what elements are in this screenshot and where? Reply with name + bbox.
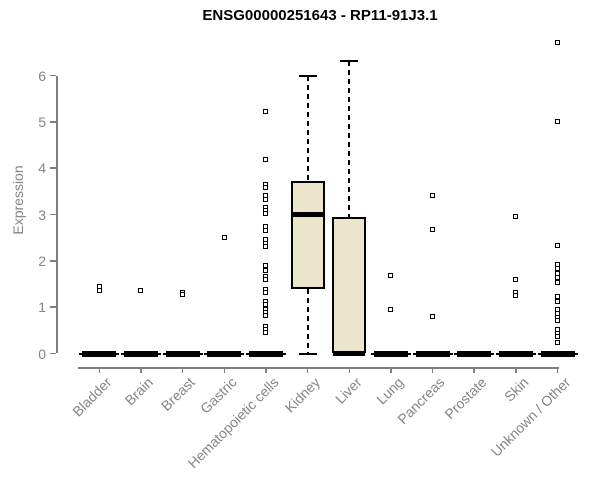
median-line (333, 351, 366, 356)
x-tick-label-kidney: Kidney (281, 374, 323, 416)
y-tick-label: 1 (38, 299, 46, 316)
collapsed-box-skin (498, 350, 533, 357)
outlier-point (96, 283, 102, 289)
y-tick-label: 3 (38, 206, 46, 223)
x-axis-tick (556, 367, 559, 373)
outlier-point (263, 313, 269, 318)
x-axis-tick (265, 367, 267, 373)
y-tick-label: 6 (38, 67, 46, 84)
x-axis-tick (306, 367, 309, 373)
chart-title: ENSG00000251643 - RP11-91J3.1 (202, 7, 438, 24)
outlier-point (138, 288, 144, 294)
outlier-point (388, 273, 394, 279)
x-axis-tick (348, 367, 350, 373)
outlier-point (263, 109, 269, 115)
outlier-point (555, 243, 561, 249)
x-axis-tick (390, 367, 392, 373)
outlier-point (263, 223, 269, 229)
x-tick-label-bladder: Bladder (69, 374, 115, 420)
x-tick-label-liver: Liver (331, 374, 365, 407)
outlier-point (263, 196, 269, 202)
outlier-point (263, 157, 269, 163)
outlier-point (513, 276, 519, 282)
y-axis-tick (50, 260, 56, 262)
y-axis-tick (50, 352, 56, 355)
x-axis-tick (431, 367, 434, 373)
outlier-point (263, 267, 269, 273)
x-axis-tick (223, 367, 226, 373)
y-tick-label: 0 (38, 345, 46, 362)
upper-whisker (306, 75, 309, 182)
outlier-point (555, 40, 561, 46)
x-axis-tick (98, 367, 101, 373)
x-axis-tick (181, 367, 184, 373)
x-tick-label-breast: Breast (158, 374, 198, 414)
outlier-point (388, 306, 394, 312)
outlier-point (96, 288, 102, 294)
x-axis-line (78, 367, 559, 369)
collapsed-box-pancreas (415, 350, 450, 357)
outlier-point (555, 275, 561, 281)
y-axis-tick (50, 167, 56, 169)
x-tick-label-prostate: Prostate (441, 374, 490, 423)
collapsed-box-brain (123, 350, 158, 357)
lower-whisker-cap (298, 352, 317, 355)
outlier-point (555, 266, 561, 272)
outlier-point (263, 228, 269, 234)
collapsed-box-lung (373, 350, 408, 357)
outlier-point (555, 318, 561, 324)
x-axis-tick (473, 367, 475, 373)
outlier-point (263, 277, 269, 283)
outlier-point (513, 293, 519, 299)
outlier-point (513, 214, 519, 220)
y-axis-tick (50, 306, 56, 308)
collapsed-box-breast (165, 350, 200, 357)
outlier-point (221, 235, 227, 241)
y-tick-label: 2 (38, 252, 46, 269)
outlier-point (430, 313, 436, 319)
outlier-point (555, 340, 561, 346)
upper-whisker-cap (298, 74, 317, 77)
x-axis-tick (140, 367, 142, 373)
y-axis-tick (50, 213, 56, 216)
y-axis-line (56, 75, 58, 354)
outlier-point (430, 192, 436, 198)
outlier-point (555, 261, 561, 267)
x-tick-label-unknown-other: Unknown / Other (487, 374, 573, 460)
y-tick-label: 4 (38, 160, 46, 177)
y-axis-tick (50, 74, 56, 77)
upper-whisker-cap (340, 59, 359, 62)
outlier-point (430, 227, 436, 233)
box-liver (332, 216, 367, 354)
outlier-point (555, 279, 561, 285)
outlier-point (263, 330, 269, 336)
y-tick-label: 5 (38, 113, 46, 130)
upper-whisker (348, 60, 351, 217)
collapsed-box-unknown-other (540, 350, 575, 357)
x-tick-label-lung: Lung (372, 374, 407, 408)
box-kidney (290, 181, 325, 289)
y-axis-tick (50, 121, 56, 123)
collapsed-box-prostate (457, 350, 492, 357)
outlier-point (263, 290, 269, 296)
outlier-point (555, 294, 561, 299)
outlier-point (555, 334, 561, 340)
outlier-point (263, 185, 269, 191)
x-axis-tick (515, 367, 517, 373)
collapsed-box-bladder (82, 350, 117, 357)
outlier-point (555, 119, 561, 125)
outlier-point (180, 292, 186, 298)
x-tick-label-brain: Brain (121, 374, 157, 409)
lower-whisker (306, 288, 309, 354)
median-line (291, 212, 324, 217)
collapsed-box-gastric (207, 350, 242, 357)
outlier-point (263, 211, 269, 217)
x-tick-label-skin: Skin (500, 374, 532, 405)
outlier-point (555, 298, 561, 304)
outlier-point (263, 243, 269, 249)
outlier-point (263, 301, 269, 307)
collapsed-box-hematopoietic-cells (248, 350, 283, 357)
